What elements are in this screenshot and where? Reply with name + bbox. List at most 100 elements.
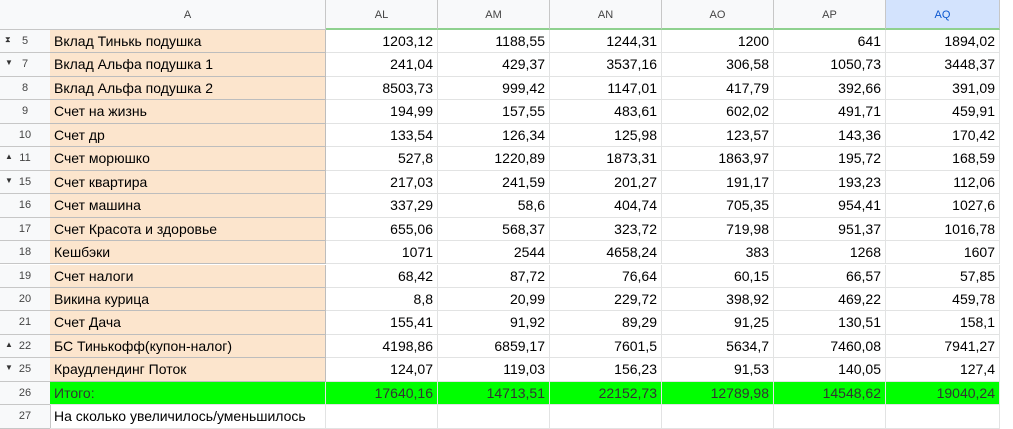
cell[interactable]: 194,99 — [326, 100, 438, 124]
cell[interactable]: 91,53 — [662, 358, 774, 382]
cell[interactable]: 1050,73 — [774, 53, 886, 77]
cell[interactable]: 57,85 — [886, 264, 1000, 288]
cell[interactable]: 12789,98 — [662, 381, 774, 406]
cell[interactable]: 483,61 — [550, 100, 662, 124]
cell[interactable]: 19040,24 — [886, 381, 1000, 406]
cell[interactable]: 1016,78 — [886, 217, 1000, 242]
cell[interactable]: Счет машина — [50, 194, 326, 218]
cell[interactable]: 999,42 — [438, 76, 550, 101]
cell[interactable]: 491,71 — [774, 100, 886, 124]
cell[interactable]: 14713,51 — [438, 381, 550, 406]
cell[interactable]: 8,8 — [326, 287, 438, 312]
cell[interactable]: 140,05 — [774, 358, 886, 382]
cell[interactable]: 127,4 — [886, 358, 1000, 382]
cell[interactable]: 391,09 — [886, 76, 1000, 101]
row-header[interactable]: 10 — [0, 123, 51, 148]
row-header[interactable]: 20 — [0, 287, 51, 312]
cell[interactable]: 323,72 — [550, 217, 662, 242]
cell[interactable]: 195,72 — [774, 147, 886, 171]
cell[interactable]: 1894,02 — [886, 30, 1000, 54]
cell[interactable]: 89,29 — [550, 311, 662, 335]
cell[interactable]: 168,59 — [886, 147, 1000, 171]
cell[interactable]: 429,37 — [438, 53, 550, 77]
cell[interactable]: Вклад Тинькь подушка — [50, 30, 326, 54]
cell[interactable] — [326, 405, 438, 429]
cell[interactable]: Счет Красота и здоровье — [50, 217, 326, 242]
cell[interactable] — [550, 405, 662, 429]
cell[interactable] — [886, 405, 1000, 429]
cell[interactable]: 68,42 — [326, 264, 438, 288]
cell[interactable]: 66,57 — [774, 264, 886, 288]
cell[interactable]: 641 — [774, 30, 886, 54]
cell[interactable]: 398,92 — [662, 287, 774, 312]
cell[interactable]: 91,92 — [438, 311, 550, 335]
row-header[interactable]: 27 — [0, 405, 51, 429]
cell[interactable]: 1071 — [326, 241, 438, 265]
cell[interactable]: 1873,31 — [550, 147, 662, 171]
cell[interactable] — [774, 405, 886, 429]
cell[interactable]: Счет др — [50, 123, 326, 148]
cell[interactable]: 155,41 — [326, 311, 438, 335]
cell[interactable]: 170,42 — [886, 123, 1000, 148]
group-toggle[interactable]: ⧗ — [5, 35, 11, 44]
cell[interactable]: Счет Дача — [50, 311, 326, 335]
cell[interactable]: 125,98 — [550, 123, 662, 148]
column-header[interactable]: AQ — [886, 0, 1000, 30]
column-header[interactable]: AP — [774, 0, 886, 30]
cell[interactable]: 191,17 — [662, 170, 774, 195]
cell[interactable]: 20,99 — [438, 287, 550, 312]
group-toggle[interactable]: ▼ — [5, 175, 13, 185]
row-header[interactable]: 19 — [0, 264, 51, 288]
cell[interactable]: БС Тинькофф(купон-налог) — [50, 334, 326, 359]
column-header[interactable]: AL — [326, 0, 438, 30]
cell[interactable]: 241,59 — [438, 170, 550, 195]
cell[interactable]: 383 — [662, 241, 774, 265]
cell[interactable]: 1220,89 — [438, 147, 550, 171]
cell[interactable]: 157,55 — [438, 100, 550, 124]
cell[interactable]: 143,36 — [774, 123, 886, 148]
cell[interactable]: Кешбэки — [50, 241, 326, 265]
cell[interactable]: 119,03 — [438, 358, 550, 382]
cell[interactable]: 4198,86 — [326, 334, 438, 359]
cell[interactable]: На сколько увеличилось/уменьшилось — [50, 405, 326, 429]
cell[interactable]: 954,41 — [774, 194, 886, 218]
cell[interactable]: 1203,12 — [326, 30, 438, 54]
cell[interactable]: Счет морюшко — [50, 147, 326, 171]
cell[interactable]: 7941,27 — [886, 334, 1000, 359]
cell[interactable]: 58,6 — [438, 194, 550, 218]
cell[interactable]: 17640,16 — [326, 381, 438, 406]
cell[interactable]: 1188,55 — [438, 30, 550, 54]
cell[interactable]: Итого: — [50, 381, 326, 406]
cell[interactable]: Вклад Альфа подушка 1 — [50, 53, 326, 77]
cell[interactable]: 1200 — [662, 30, 774, 54]
cell[interactable]: Викина курица — [50, 287, 326, 312]
cell[interactable]: 1607 — [886, 241, 1000, 265]
cell[interactable]: 1027,6 — [886, 194, 1000, 218]
cell[interactable]: 156,23 — [550, 358, 662, 382]
cell[interactable]: 655,06 — [326, 217, 438, 242]
cell[interactable] — [662, 405, 774, 429]
cell[interactable]: 130,51 — [774, 311, 886, 335]
cell[interactable]: 527,8 — [326, 147, 438, 171]
cell[interactable]: Краудлендинг Поток — [50, 358, 326, 382]
cell[interactable]: 6859,17 — [438, 334, 550, 359]
cell[interactable]: 404,74 — [550, 194, 662, 218]
cell[interactable]: 602,02 — [662, 100, 774, 124]
cell[interactable]: 158,1 — [886, 311, 1000, 335]
cell[interactable]: 1244,31 — [550, 30, 662, 54]
cell[interactable]: 1863,97 — [662, 147, 774, 171]
cell[interactable]: 459,78 — [886, 287, 1000, 312]
cell[interactable]: 7601,5 — [550, 334, 662, 359]
row-header[interactable]: 9 — [0, 100, 51, 124]
column-header[interactable]: AM — [438, 0, 550, 30]
cell[interactable]: 719,98 — [662, 217, 774, 242]
row-header[interactable]: 16 — [0, 194, 51, 218]
cell[interactable]: 4658,24 — [550, 241, 662, 265]
row-header[interactable]: 8 — [0, 76, 51, 101]
cell[interactable]: 126,34 — [438, 123, 550, 148]
row-header[interactable]: 26 — [0, 381, 51, 406]
cell[interactable]: 2544 — [438, 241, 550, 265]
cell[interactable]: 91,25 — [662, 311, 774, 335]
cell[interactable]: 337,29 — [326, 194, 438, 218]
cell[interactable]: Вклад Альфа подушка 2 — [50, 76, 326, 101]
